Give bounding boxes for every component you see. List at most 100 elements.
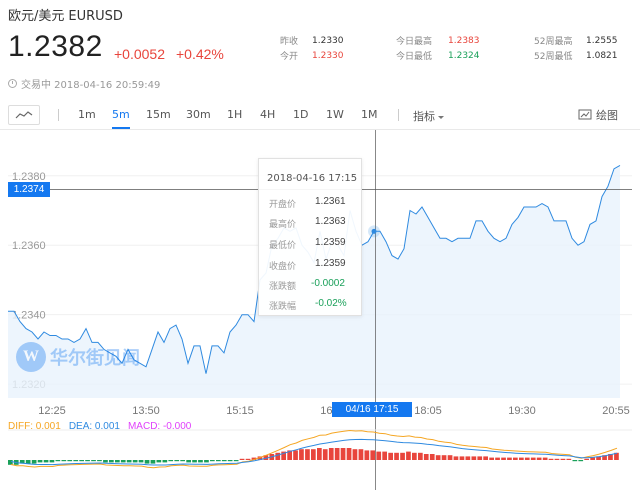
x-tick-label: 19:30 xyxy=(508,405,536,417)
macd-bar xyxy=(459,456,465,460)
tooltip-label: 涨跌额 xyxy=(269,282,297,292)
watermark: W 华尔街见闻 xyxy=(16,342,140,372)
macd-bar xyxy=(412,452,417,460)
stat-prev-close: 昨收 1.2330 xyxy=(280,33,344,48)
y-tick-label: 1.2340 xyxy=(12,310,46,322)
macd-dea: DEA: 0.001 xyxy=(68,421,120,432)
interval-1h[interactable]: 1H xyxy=(227,108,243,121)
interval-4h[interactable]: 4H xyxy=(260,108,276,121)
macd-bar xyxy=(120,460,126,463)
watermark-text: 华尔街见闻 xyxy=(50,348,140,369)
macd-bar xyxy=(210,460,215,462)
stats-col-2: 今日最高 1.2383 今日最低 1.2324 xyxy=(396,33,480,63)
instrument-name: 欧元/美元 xyxy=(8,9,65,24)
macd-bar xyxy=(91,460,96,462)
macd-bar xyxy=(287,450,292,460)
macd-bar xyxy=(103,460,108,463)
interval-1mo[interactable]: 1M xyxy=(361,108,378,121)
stat-value: 1.0821 xyxy=(586,50,618,61)
interval-30m[interactable]: 30m xyxy=(186,108,211,121)
macd-bar xyxy=(233,460,239,462)
macd-bar xyxy=(418,452,423,460)
macd-bar xyxy=(519,457,524,460)
chart-toolbar: 1m 5m 15m 30m 1H 4H 1D 1W 1M 指标 绘图 xyxy=(0,100,640,130)
macd-bar xyxy=(216,460,221,462)
macd-bar xyxy=(358,449,364,460)
macd-bar xyxy=(477,456,483,460)
macd-bar xyxy=(429,454,435,460)
macd-bar xyxy=(227,460,233,462)
macd-bar xyxy=(483,456,488,460)
stat-value: 1.2324 xyxy=(448,50,480,61)
macd-bar xyxy=(19,460,25,464)
interval-1m[interactable]: 1m xyxy=(78,108,96,121)
macd-bar xyxy=(596,456,601,460)
macd-bar xyxy=(43,460,49,463)
macd-bar xyxy=(554,458,560,460)
stat-label: 52周最低 xyxy=(534,52,573,62)
tooltip-value: -0.02% xyxy=(315,298,347,309)
macd-bar xyxy=(162,460,168,463)
x-tick-label: 20:55 xyxy=(602,405,630,417)
tooltip-label: 最高价 xyxy=(269,220,297,230)
tooltip-value: 1.2359 xyxy=(315,237,346,248)
price-change: +0.0052 xyxy=(114,46,165,62)
tooltip-label: 收盘价 xyxy=(269,262,297,272)
instrument-title: 欧元/美元 EURUSD xyxy=(8,5,123,24)
macd-bar xyxy=(465,456,471,460)
macd-bar xyxy=(174,460,180,462)
macd-bar xyxy=(328,448,334,460)
stat-value: 1.2555 xyxy=(586,35,618,46)
crosshair-time-label: 04/16 17:15 xyxy=(332,402,412,417)
macd-bar xyxy=(572,460,578,462)
instrument-code: EURUSD xyxy=(68,9,123,24)
macd-bar xyxy=(257,456,263,460)
macd-bar xyxy=(560,458,566,460)
macd-bar xyxy=(501,457,506,460)
stat-52w-high: 52周最高 1.2555 xyxy=(534,33,618,48)
interval-1d[interactable]: 1D xyxy=(293,108,309,121)
macd-bar xyxy=(156,460,162,463)
macd-diff-line xyxy=(10,429,618,469)
stat-label: 昨收 xyxy=(280,37,299,47)
macd-bar xyxy=(590,457,595,460)
macd-bar xyxy=(109,460,114,463)
macd-bar xyxy=(8,460,13,465)
macd-bar xyxy=(67,460,73,462)
interval-5m[interactable]: 5m xyxy=(112,108,130,129)
stat-value: 1.2330 xyxy=(312,35,344,46)
tooltip-time: 2018-04-16 17:15 xyxy=(267,173,358,184)
x-tick-label: 18:05 xyxy=(414,405,442,417)
draw-button[interactable]: 绘图 xyxy=(578,107,618,123)
macd-bar xyxy=(495,457,500,460)
tooltip-value: 1.2359 xyxy=(315,258,346,269)
macd-bar xyxy=(584,458,589,460)
y-tick-label: 1.2360 xyxy=(12,240,46,252)
macd-bar xyxy=(61,460,67,462)
macd-bar xyxy=(536,457,542,460)
caret-down-icon xyxy=(438,115,444,119)
stat-day-low: 今日最低 1.2324 xyxy=(396,48,480,63)
macd-bar xyxy=(602,455,607,460)
interval-1w[interactable]: 1W xyxy=(326,108,344,121)
tooltip-label: 涨跌幅 xyxy=(269,302,297,312)
hover-point xyxy=(371,228,377,234)
last-price: 1.2382 xyxy=(8,30,103,63)
line-chart-icon xyxy=(15,111,33,119)
macd-bar xyxy=(340,448,346,460)
price-change-percent: +0.42% xyxy=(176,46,224,62)
macd-bar xyxy=(192,460,197,463)
macd-bar xyxy=(293,450,298,460)
macd-bar xyxy=(168,460,174,462)
stat-day-high: 今日最高 1.2383 xyxy=(396,33,480,48)
macd-bar xyxy=(364,450,370,460)
y-tick-label: 1.2380 xyxy=(12,171,46,183)
macd-bar xyxy=(49,460,55,463)
macd-bar xyxy=(221,460,227,462)
macd-bar xyxy=(423,454,429,460)
tooltip-value: 1.2361 xyxy=(315,196,346,207)
interval-15m[interactable]: 15m xyxy=(146,108,171,121)
indicator-dropdown[interactable]: 指标 xyxy=(413,108,444,124)
chart-type-button[interactable] xyxy=(8,105,40,125)
macd-bar xyxy=(144,460,150,464)
